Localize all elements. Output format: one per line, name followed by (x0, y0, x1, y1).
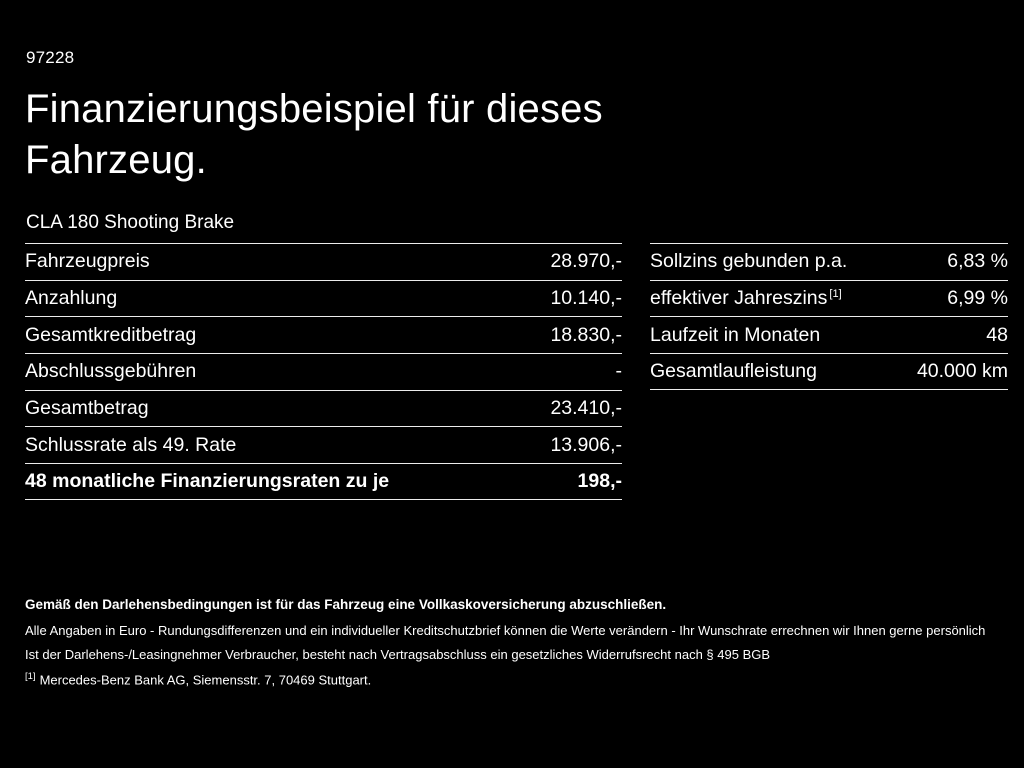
table-row-schlussrate: Schlussrate als 49. Rate 13.906,- (25, 426, 622, 463)
table-row-monatsrate: 48 monatliche Finanzierungsraten zu je 1… (25, 463, 622, 500)
row-value: 198,- (577, 469, 622, 492)
row-label: Gesamtkreditbetrag (25, 323, 197, 346)
row-label: Abschlussgebühren (25, 360, 197, 383)
row-value: 48 (986, 323, 1008, 346)
footer-insurance-note: Gemäß den Darlehensbedingungen ist für d… (25, 597, 667, 612)
row-label: Gesamtbetrag (25, 397, 149, 420)
footer-disclaimer-2: Ist der Darlehens-/Leasingnehmer Verbrau… (25, 647, 771, 662)
table-row-anzahlung: Anzahlung 10.140,- (25, 279, 622, 317)
row-label: 48 monatliche Finanzierungsraten zu je (25, 469, 390, 492)
row-value: 18.830,- (550, 323, 622, 346)
row-label: Schlussrate als 49. Rate (25, 433, 237, 456)
table-row-abschlussgebuehren: Abschlussgebühren - (25, 353, 622, 390)
row-label: Laufzeit in Monaten (650, 323, 821, 346)
footnote-text: Mercedes-Benz Bank AG, Siemensstr. 7, 70… (39, 672, 372, 688)
footnote-reference: [1] (829, 287, 842, 300)
financing-table-left: Fahrzeugpreis 28.970,- Anzahlung 10.140,… (25, 243, 622, 500)
footer-footnote: [1] Mercedes-Benz Bank AG, Siemensstr. 7,… (25, 671, 991, 687)
row-label: effektiver Jahreszins [1] (650, 287, 842, 310)
row-value: 6,99 % (947, 287, 1008, 310)
row-label: Sollzins gebunden p.a. (650, 250, 848, 273)
row-value: 13.906,- (550, 433, 622, 456)
table-row-effektiver-jahreszins: effektiver Jahreszins [1] 6,99 % (650, 279, 1008, 317)
row-value: 10.140,- (550, 287, 622, 310)
page-title-line1: Finanzierungsbeispiel für dieses (25, 87, 603, 131)
legal-footer: Gemäß den Darlehensbedingungen ist für d… (25, 597, 991, 687)
row-value: 28.970,- (550, 250, 622, 273)
row-value: 6,83 % (947, 250, 1008, 273)
page-title-line2: Fahrzeug. (25, 138, 207, 182)
page-title: Finanzierungsbeispiel für dieses Fahrzeug… (25, 84, 603, 186)
row-label: Fahrzeugpreis (25, 250, 150, 273)
footer-disclaimer-1: Alle Angaben in Euro - Rundungsdifferenz… (25, 623, 986, 638)
row-value: 40.000 km (916, 359, 1008, 382)
vehicle-model: CLA 180 Shooting Brake (26, 212, 235, 233)
table-row-gesamtkreditbetrag: Gesamtkreditbetrag 18.830,- (25, 316, 622, 353)
row-value: 23.410,- (550, 397, 622, 420)
row-label: Gesamtlaufleistung (650, 359, 817, 382)
document-code: 97228 (26, 48, 75, 67)
financing-table-right: Sollzins gebunden p.a. 6,83 % effektiver… (650, 243, 1008, 390)
footnote-marker: [1] (25, 671, 36, 682)
table-row-fahrzeugpreis: Fahrzeugpreis 28.970,- (25, 243, 622, 280)
table-row-gesamtlaufleistung: Gesamtlaufleistung 40.000 km (650, 353, 1008, 390)
row-label: Anzahlung (25, 287, 118, 310)
table-row-laufzeit: Laufzeit in Monaten 48 (650, 316, 1008, 353)
table-row-gesamtbetrag: Gesamtbetrag 23.410,- (25, 389, 622, 427)
row-value: - (615, 360, 623, 383)
table-row-sollzins: Sollzins gebunden p.a. 6,83 % (650, 243, 1008, 280)
